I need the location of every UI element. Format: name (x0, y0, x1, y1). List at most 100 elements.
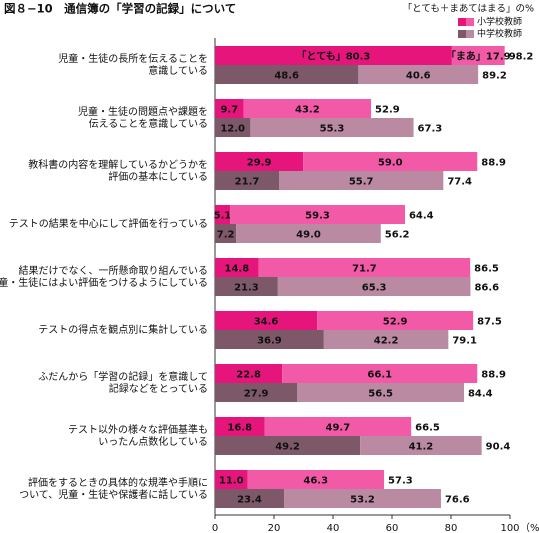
value-label: 48.6 (274, 71, 299, 82)
bar-segment (317, 311, 474, 330)
bar-segment (297, 383, 464, 402)
value-label: 41.2 (409, 442, 434, 453)
total-label: 89.2 (482, 71, 507, 82)
category-label: テスト以外の様々な評価基準も (68, 423, 208, 436)
bar-segment (215, 99, 244, 118)
value-label: 55.3 (320, 124, 345, 135)
total-label: 90.4 (486, 442, 511, 453)
value-label: 49.0 (296, 230, 321, 241)
total-label: 86.6 (474, 283, 499, 294)
category-label: ふだんから「学習の記録」を意識して (38, 370, 208, 383)
value-label: 5.1 (214, 211, 232, 222)
value-label: 7.2 (217, 230, 235, 241)
bar-segment (215, 258, 259, 277)
value-label: 21.3 (234, 283, 259, 294)
x-tick-label: 80 (445, 523, 458, 533)
bar-segment (215, 46, 452, 65)
bar-segment (236, 224, 381, 243)
total-label: 57.3 (388, 476, 413, 487)
bar-segment (360, 436, 482, 455)
bar-segment (215, 277, 278, 296)
value-label: 「とても」80.3 (297, 50, 371, 63)
total-label: 77.4 (447, 177, 472, 188)
total-label: 79.1 (452, 336, 477, 347)
category-label: 評価の基本にしている (108, 170, 208, 183)
value-label: 49.7 (326, 423, 351, 434)
value-label: 42.2 (374, 336, 399, 347)
bar-segment (215, 152, 304, 171)
category-label: 評価をするときの具体的な規準や手順に (28, 476, 208, 489)
category-label: ついて、児童・生徒や保護者に話している (19, 488, 208, 501)
value-label: 14.8 (224, 264, 249, 275)
value-label: 52.9 (383, 317, 408, 328)
value-label: 46.3 (303, 476, 328, 487)
category-label: 児童・生徒の問題点や課題を (78, 105, 208, 118)
legend-label: 中学校教師 (477, 28, 522, 40)
value-label: 23.4 (237, 495, 262, 506)
value-label: 71.7 (352, 264, 377, 275)
bar-segment (247, 470, 385, 489)
legend-swatch (466, 30, 474, 38)
value-label: 「まあ」17.9 (446, 50, 511, 63)
category-label: 結果だけでなく、一所懸命取り組んでいる (19, 264, 209, 277)
x-unit: （%） (520, 522, 539, 533)
bar-segment (277, 277, 471, 296)
bar-segment (358, 65, 479, 84)
value-label: 21.7 (235, 177, 260, 188)
x-tick-label: 20 (268, 523, 281, 533)
bar-segment (215, 489, 285, 508)
x-tick-label: 60 (386, 523, 399, 533)
category-label: テストの得点を観点別に集計している (38, 323, 208, 336)
bar-segment (303, 152, 478, 171)
legend-label: 小学校教師 (477, 16, 522, 28)
bar-segment (215, 383, 298, 402)
value-label: 16.8 (227, 423, 252, 434)
bar-segment (279, 171, 444, 190)
total-label: 88.9 (481, 158, 506, 169)
bar-segment (230, 205, 405, 224)
value-label: 27.9 (244, 389, 269, 400)
bar-segment (284, 489, 441, 508)
bar-segment (215, 65, 359, 84)
bar-segment (215, 171, 280, 190)
value-label: 36.9 (257, 336, 282, 347)
value-label: 49.2 (275, 442, 300, 453)
total-label: 98.2 (509, 52, 534, 63)
value-label: 55.7 (349, 177, 374, 188)
value-label: 11.0 (219, 476, 244, 487)
bar-segment (215, 311, 318, 330)
category-label: 記録などをとっている (109, 382, 208, 395)
category-label: 児童・生徒の長所を伝えることを (58, 52, 208, 65)
total-label: 84.4 (468, 389, 493, 400)
value-label: 43.2 (295, 105, 320, 116)
value-label: 29.9 (247, 158, 272, 169)
bar-segment (258, 258, 471, 277)
category-label: テストの結果を中心にして評価を行っている (9, 217, 208, 230)
value-label: 22.8 (236, 370, 261, 381)
category-label: 児童・生徒にはよい評価をつけるようにしている (0, 276, 208, 289)
chart-title: 図８−10 通信簿の「学習の記録」について (4, 2, 236, 16)
legend-swatch (458, 30, 466, 38)
total-label: 88.9 (481, 370, 506, 381)
category-label: いったん点数化している (98, 435, 208, 448)
bar-segment (264, 417, 412, 436)
total-label: 87.5 (477, 317, 502, 328)
total-label: 56.2 (385, 230, 410, 241)
value-label: 9.7 (220, 105, 238, 116)
value-label: 59.3 (305, 211, 330, 222)
total-label: 76.6 (445, 495, 470, 506)
value-label: 34.6 (254, 317, 279, 328)
legend-swatch (466, 18, 474, 26)
total-label: 86.5 (474, 264, 499, 275)
category-label: 教科書の内容を理解しているかどうかを (28, 158, 208, 171)
x-tick-label: 100 (500, 523, 519, 533)
value-label: 40.6 (406, 71, 431, 82)
value-label: 12.0 (220, 124, 245, 135)
legend-swatch (458, 18, 466, 26)
x-tick-label: 0 (212, 523, 218, 533)
bar-segment (323, 330, 449, 349)
value-label: 65.3 (362, 283, 387, 294)
bar-segment (215, 205, 231, 224)
bar-segment (215, 417, 265, 436)
